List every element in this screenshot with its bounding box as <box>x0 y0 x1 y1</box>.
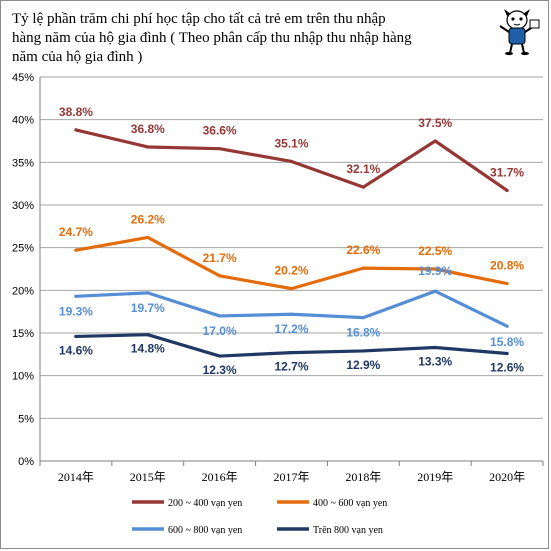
x-tick-label: 2016年 <box>202 470 238 484</box>
data-label: 21.7% <box>203 251 237 265</box>
y-tick-label: 40% <box>12 115 34 127</box>
y-tick-label: 35% <box>12 157 34 169</box>
data-label: 22.5% <box>418 244 452 258</box>
legend-label: 400 ~ 600 vạn yen <box>313 498 387 509</box>
y-tick-label: 5% <box>18 413 34 425</box>
data-label: 24.7% <box>59 225 93 239</box>
data-point <box>505 324 509 328</box>
data-label: 16.8% <box>346 326 380 340</box>
data-point <box>289 312 294 316</box>
x-tick-label: 2017年 <box>273 470 309 484</box>
data-point <box>289 287 294 291</box>
legend-label: 200 ~ 400 vạn yen <box>168 498 242 509</box>
chart-title-line-3: năm của hộ gia đình ) <box>12 49 143 65</box>
data-label: 12.9% <box>346 358 380 372</box>
x-tick-label: 2018年 <box>345 470 381 484</box>
data-point <box>505 281 509 286</box>
data-point <box>74 128 78 132</box>
legend-label: 600 ~ 800 vạn yen <box>168 525 242 536</box>
chart-title: Tỷ lệ phần trăm chi phí học tập cho tất … <box>12 10 462 67</box>
data-point <box>218 354 222 358</box>
data-label: 15.8% <box>490 335 524 349</box>
x-tick-label: 2015年 <box>130 470 166 484</box>
data-point <box>146 145 150 149</box>
data-label: 12.6% <box>490 360 524 374</box>
chart-title-line-1: Tỷ lệ phần trăm chi phí học tập cho tất … <box>12 11 386 27</box>
data-label: 14.8% <box>131 342 165 356</box>
data-label: 36.8% <box>131 122 165 136</box>
data-label: 19.7% <box>131 301 165 315</box>
data-point <box>218 274 222 278</box>
y-tick-label: 25% <box>12 243 34 255</box>
data-label: 19.9% <box>418 264 452 278</box>
data-point <box>146 333 150 337</box>
data-point <box>361 316 365 320</box>
data-label: 38.8% <box>59 105 93 119</box>
data-point <box>218 147 222 151</box>
cartoon-character-icon <box>499 9 540 56</box>
data-label: 14.6% <box>59 343 93 357</box>
y-tick-label: 15% <box>12 328 34 340</box>
y-tick-label: 45% <box>12 72 34 84</box>
data-label: 37.5% <box>418 116 452 130</box>
data-label: 26.2% <box>131 212 165 226</box>
data-label: 22.6% <box>346 243 380 257</box>
data-label: 35.1% <box>274 136 308 150</box>
data-point <box>146 235 150 240</box>
data-point <box>289 351 294 355</box>
data-label: 17.0% <box>203 324 237 338</box>
y-tick-label: 10% <box>12 371 34 383</box>
data-point <box>433 139 437 143</box>
data-point <box>289 159 294 164</box>
data-point <box>505 188 509 193</box>
data-label: 12.7% <box>274 360 308 374</box>
x-tick-label: 2014年 <box>58 470 94 484</box>
y-tick-label: 20% <box>12 285 34 297</box>
data-point <box>74 334 78 339</box>
data-point <box>146 291 150 295</box>
data-point <box>433 267 437 271</box>
data-point <box>361 266 365 270</box>
data-point <box>433 345 437 350</box>
data-point <box>361 185 365 189</box>
data-point <box>433 289 437 293</box>
data-point <box>74 294 78 298</box>
y-tick-label: 0% <box>18 456 34 468</box>
data-label: 13.3% <box>418 355 452 369</box>
data-label: 19.3% <box>59 304 93 318</box>
chart-title-line-2: hàng năm của hộ gia đình ( Theo phân cấp… <box>12 30 412 46</box>
x-tick-label: 2020年 <box>489 470 525 484</box>
data-point <box>74 248 78 252</box>
data-label: 12.3% <box>203 363 237 377</box>
data-point <box>361 349 365 353</box>
data-label: 31.7% <box>490 165 524 179</box>
x-tick-label: 2019年 <box>417 470 453 484</box>
y-tick-label: 30% <box>12 200 34 212</box>
data-label: 20.2% <box>274 264 308 278</box>
data-point <box>218 314 222 318</box>
data-label: 36.6% <box>203 124 237 138</box>
legend-label: Trên 800 vạn yen <box>313 525 383 536</box>
data-label: 17.2% <box>274 322 308 336</box>
data-label: 32.1% <box>346 162 380 176</box>
data-point <box>505 351 509 356</box>
data-label: 20.8% <box>490 259 524 273</box>
